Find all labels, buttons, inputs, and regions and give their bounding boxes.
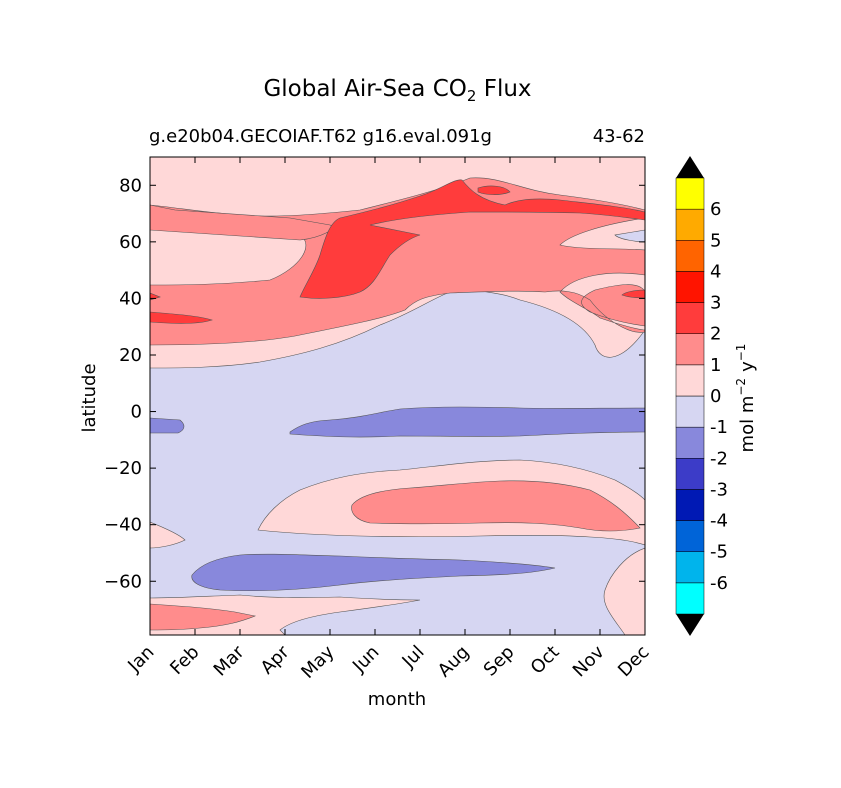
subtitle-left: g.e20b04.GECOIAF.T62 g16.eval.091g [149,126,492,147]
colorbar-swatch [675,520,705,552]
x-tick-label: Jan [123,642,158,677]
colorbar-swatch [675,302,705,334]
colorbar-tick-label: -3 [710,479,728,500]
colorbar-tick-label: -2 [710,448,728,469]
colorbar-swatch [675,208,705,241]
x-tick-label: Aug [434,642,474,682]
y-tick-label: 20 [119,345,142,366]
colorbar-swatch [675,395,705,428]
colorbar-swatch [675,551,705,584]
colorbar-swatch [675,458,705,490]
colorbar-swatch [675,240,705,272]
colorbar-tick-label: -6 [710,573,728,594]
contour-so-sink [191,553,556,592]
colorbar-tick-label: -1 [710,417,728,438]
colorbar-tick-label: 0 [710,386,721,407]
colorbar: -6 -5 -4 -3 -2 -1 0 1 2 3 4 5 6 [675,156,728,636]
y-axis-label: latitude [79,363,100,432]
colorbar-swatch [675,177,705,210]
subtitle-right: 43-62 [592,126,645,147]
colorbar-swatch [675,364,705,397]
colorbar-extend-max [676,156,704,178]
colorbar-tick-label: 6 [710,199,721,220]
y-tick-label: −20 [104,458,142,479]
x-tick-label: Nov [569,641,609,681]
y-tick-label: 80 [119,175,142,196]
x-tick-label: Jun [348,642,383,677]
contour-left-pink [150,521,186,549]
colorbar-extend-min [676,614,704,636]
contour-fills [150,157,645,635]
x-axis-label: month [368,689,426,710]
y-tick-label: 40 [119,288,142,309]
x-tick-label: Feb [166,642,203,679]
chart-title: Global Air-Sea CO2 Flux [263,76,532,105]
x-tick-label: Sep [480,642,519,681]
colorbar-swatch [675,489,705,521]
y-axis: 80 60 40 20 0 −20 −40 −60 [104,175,645,592]
colorbar-swatch [675,333,705,366]
colorbar-tick-label: -4 [710,511,728,532]
y-tick-label: 60 [119,232,142,253]
colorbar-tick-label: 3 [710,293,721,314]
title-subscript: 2 [466,87,477,105]
contour-antarctic-right [603,547,645,635]
contour-red-aug [477,185,511,195]
colorbar-swatch [675,426,705,459]
colorbar-tick-label: 5 [710,230,721,251]
x-tick-label: Oct [527,642,564,679]
contour-southern-band [351,480,641,532]
colorbar-label: mol m−2y−1 [734,344,758,453]
x-tick-label: Jul [398,642,429,673]
x-tick-label: May [297,641,338,682]
x-tick-label: Dec [614,642,653,681]
colorbar-swatch [675,582,705,615]
colorbar-tick-label: 2 [710,324,721,345]
y-tick-label: 0 [131,402,142,423]
contour-eq-sink [150,406,645,438]
x-tick-label: Apr [257,641,294,678]
contour-red-north [299,179,645,299]
y-tick-label: −60 [104,571,142,592]
y-tick-label: −40 [104,515,142,536]
axes-frame [149,156,646,636]
x-tick-label: Mar [210,641,249,680]
colorbar-swatch [675,271,705,303]
colorbar-tick-label: -5 [710,542,728,563]
contour-antarctic-red [150,603,257,631]
colorbar-tick-label: 1 [710,355,721,376]
colorbar-tick-label: 4 [710,261,721,282]
